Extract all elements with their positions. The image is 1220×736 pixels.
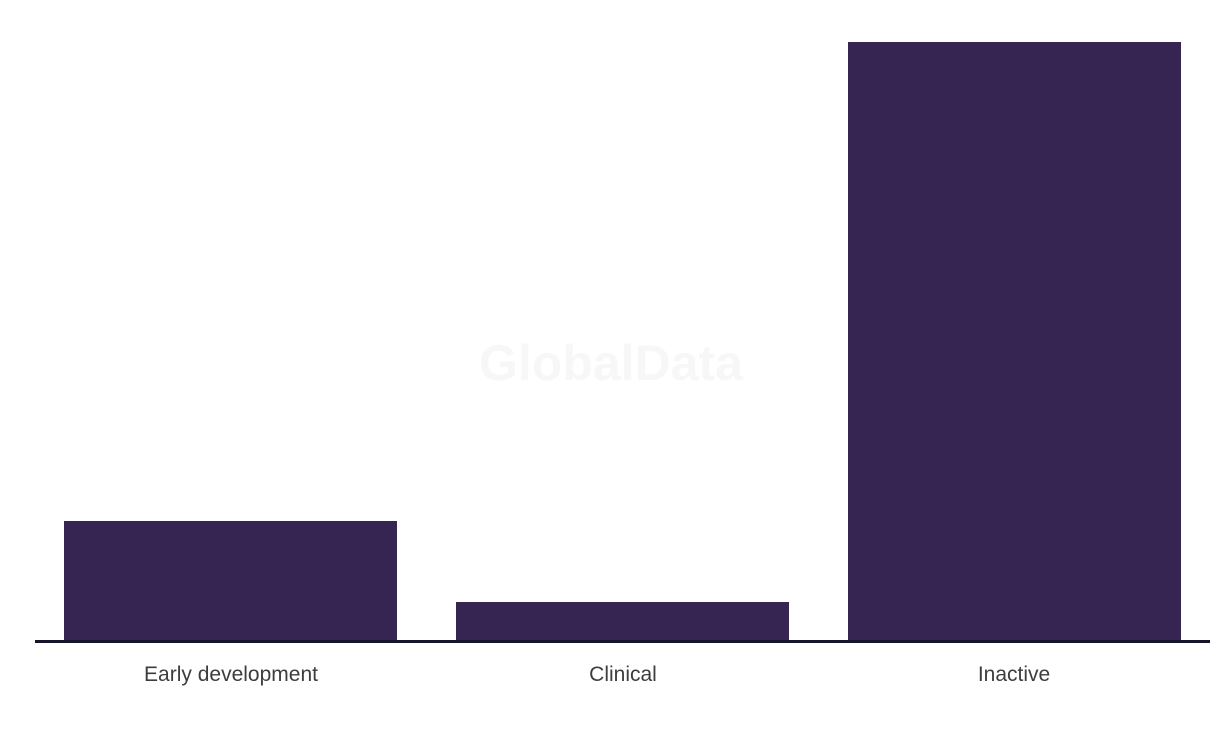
bar-early-development	[64, 521, 397, 640]
globaldata-watermark: GlobalData	[479, 335, 743, 391]
bar-inactive	[848, 42, 1181, 640]
x-axis-label-inactive: Inactive	[977, 663, 1051, 686]
x-axis-line	[35, 640, 1210, 643]
x-axis-label-clinical: Clinical	[589, 663, 657, 686]
bar-clinical	[456, 602, 789, 640]
x-axis-label-early-development: Early development	[144, 663, 318, 686]
